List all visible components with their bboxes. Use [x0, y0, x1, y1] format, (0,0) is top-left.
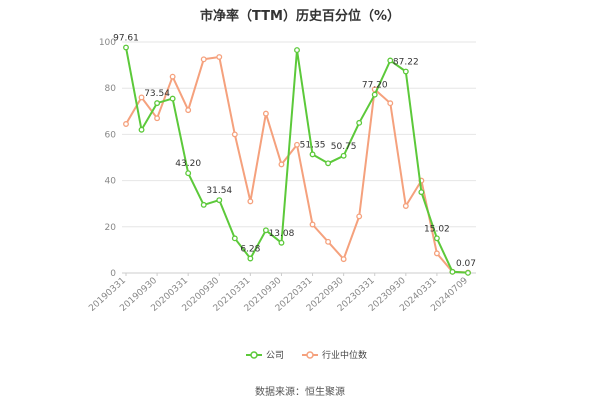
data-point	[294, 47, 300, 54]
data-label: 77.20	[362, 81, 388, 91]
data-point	[433, 250, 440, 257]
data-point	[418, 189, 425, 196]
data-point	[309, 221, 316, 228]
data-point	[216, 54, 223, 60]
data-label: 43.20	[175, 159, 201, 169]
data-point	[465, 269, 471, 276]
y-tick-label: 60	[105, 130, 117, 140]
data-point	[433, 235, 440, 242]
data-point	[262, 227, 269, 234]
y-tick-label: 0	[110, 269, 116, 279]
legend-swatch-marker	[250, 351, 258, 359]
data-point	[340, 152, 347, 159]
data-point	[402, 203, 409, 209]
legend-label: 行业中位数	[322, 349, 367, 361]
data-label: 87.22	[393, 58, 419, 68]
legend-swatch-marker	[306, 351, 314, 359]
data-label: 31.54	[206, 186, 232, 196]
data-point	[169, 73, 176, 80]
data-label: 97.61	[113, 34, 139, 44]
data-point	[231, 131, 238, 138]
data-point	[200, 201, 207, 208]
data-label: 73.54	[144, 89, 170, 99]
data-point	[371, 91, 378, 98]
data-point	[247, 198, 254, 205]
data-point	[138, 126, 145, 133]
chart-title: 市净率（TTM）历史百分位（%）	[200, 9, 400, 24]
data-label: 13.08	[269, 229, 295, 239]
data-label: 6.28	[240, 244, 260, 254]
data-point	[325, 238, 332, 245]
data-point	[449, 268, 456, 275]
data-point	[185, 107, 192, 114]
data-point	[123, 121, 129, 127]
data-point	[340, 256, 347, 263]
data-point	[154, 100, 161, 107]
data-label: 50.75	[331, 142, 357, 152]
data-label: 15.02	[424, 224, 450, 234]
data-point	[278, 239, 285, 246]
data-point	[356, 119, 363, 126]
data-point	[200, 56, 207, 63]
data-point	[247, 255, 254, 262]
y-tick-label: 100	[99, 38, 116, 48]
legend-label: 公司	[266, 350, 284, 361]
data-point	[216, 197, 223, 204]
data-point	[387, 57, 394, 64]
data-point	[325, 160, 332, 167]
data-point	[294, 141, 300, 148]
data-point	[169, 95, 176, 102]
data-point	[309, 151, 316, 158]
data-point	[231, 235, 238, 242]
data-point	[402, 68, 409, 75]
data-label: 0.07	[456, 259, 476, 269]
data-point	[185, 170, 192, 177]
data-point	[123, 44, 129, 51]
data-point	[356, 213, 363, 220]
y-tick-label: 40	[105, 177, 117, 187]
y-tick-label: 20	[105, 223, 117, 233]
data-point	[262, 110, 269, 117]
data-point	[154, 115, 161, 122]
y-tick-label: 80	[105, 84, 117, 94]
data-point	[278, 161, 285, 168]
data-label: 51.35	[300, 140, 326, 150]
data-source: 数据来源：恒生聚源	[255, 387, 345, 398]
data-point	[387, 100, 394, 107]
data-point	[138, 94, 145, 101]
